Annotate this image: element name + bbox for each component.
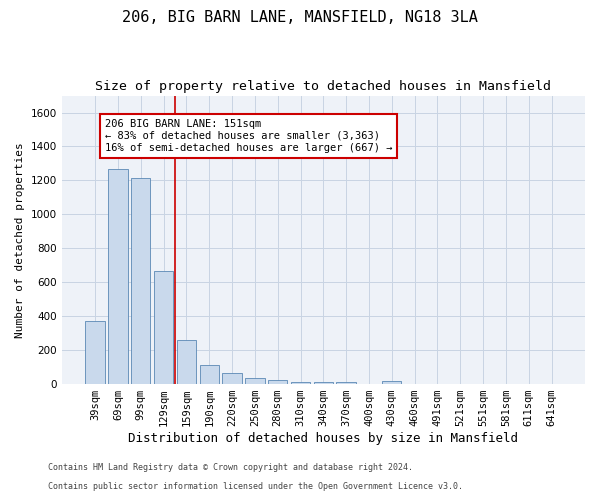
- Bar: [131, 178, 151, 384]
- Bar: [337, 382, 356, 384]
- Bar: [382, 380, 401, 384]
- Bar: [177, 340, 196, 384]
- X-axis label: Distribution of detached houses by size in Mansfield: Distribution of detached houses by size …: [128, 432, 518, 445]
- Bar: [314, 382, 333, 384]
- Text: 206, BIG BARN LANE, MANSFIELD, NG18 3LA: 206, BIG BARN LANE, MANSFIELD, NG18 3LA: [122, 10, 478, 25]
- Bar: [268, 380, 287, 384]
- Text: Contains HM Land Registry data © Crown copyright and database right 2024.: Contains HM Land Registry data © Crown c…: [48, 464, 413, 472]
- Title: Size of property relative to detached houses in Mansfield: Size of property relative to detached ho…: [95, 80, 551, 93]
- Bar: [200, 364, 219, 384]
- Bar: [223, 373, 242, 384]
- Bar: [291, 382, 310, 384]
- Text: 206 BIG BARN LANE: 151sqm
← 83% of detached houses are smaller (3,363)
16% of se: 206 BIG BARN LANE: 151sqm ← 83% of detac…: [105, 120, 392, 152]
- Bar: [85, 322, 105, 384]
- Bar: [154, 271, 173, 384]
- Bar: [108, 170, 128, 384]
- Y-axis label: Number of detached properties: Number of detached properties: [15, 142, 25, 338]
- Bar: [245, 378, 265, 384]
- Text: Contains public sector information licensed under the Open Government Licence v3: Contains public sector information licen…: [48, 482, 463, 491]
